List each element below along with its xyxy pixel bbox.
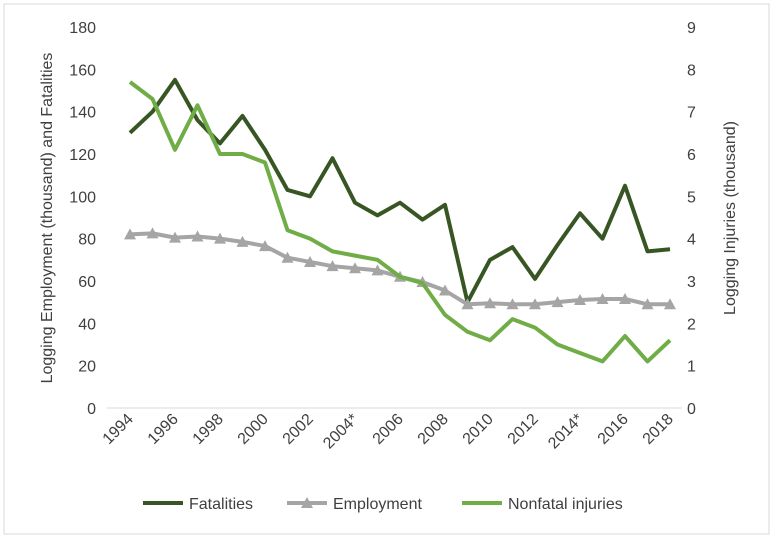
data-point — [596, 292, 609, 304]
y-tick-label: 20 — [78, 359, 96, 376]
data-point — [484, 297, 496, 309]
data-point — [439, 284, 451, 296]
data-point — [349, 262, 361, 274]
legend-marker — [301, 497, 313, 508]
y2-tick-label: 6 — [687, 147, 696, 164]
y2-tick-label: 0 — [687, 401, 696, 418]
data-point — [236, 235, 249, 247]
y2-tick-label: 9 — [687, 20, 696, 37]
y-tick-label: 180 — [69, 20, 96, 37]
data-point — [191, 230, 204, 242]
y2-tick-label: 5 — [687, 189, 696, 206]
y-tick-label: 60 — [78, 274, 96, 291]
data-point — [146, 227, 159, 239]
y2-tick-label: 3 — [687, 274, 696, 291]
y-tick-label: 120 — [69, 147, 96, 164]
legend-label: Employment — [333, 496, 422, 513]
y2-tick-label: 2 — [687, 316, 696, 333]
data-point — [281, 251, 294, 263]
data-point — [461, 298, 474, 310]
data-point — [551, 296, 564, 308]
legend-label: Fatalities — [189, 496, 253, 513]
y-axis-title: Logging Employment (thousand) and Fatali… — [39, 53, 56, 384]
y-tick-label: 160 — [69, 62, 96, 79]
y2-tick-label: 8 — [687, 62, 696, 79]
series-line-fatalities — [128, 77, 671, 305]
y-tick-label: 0 — [87, 401, 96, 418]
data-point — [371, 264, 384, 276]
data-point — [619, 292, 631, 304]
data-point — [641, 298, 654, 310]
data-point — [506, 298, 519, 310]
y2-tick-label: 4 — [687, 232, 696, 249]
y-tick-label: 40 — [78, 316, 96, 333]
y-tick-label: 100 — [69, 189, 96, 206]
data-point — [529, 298, 541, 310]
data-point — [214, 232, 226, 244]
y-tick-label: 80 — [78, 232, 96, 249]
data-point — [664, 298, 676, 310]
y2-axis-title: Logging Injuries (thousand) — [722, 121, 739, 315]
y2-tick-label: 1 — [687, 359, 696, 376]
legend-label: Nonfatal injuries — [508, 496, 623, 513]
data-point — [124, 228, 136, 240]
data-point — [574, 294, 586, 306]
data-point — [304, 255, 316, 267]
data-point — [169, 231, 181, 243]
y2-tick-label: 7 — [687, 105, 696, 122]
data-point — [326, 260, 339, 272]
y-tick-label: 140 — [69, 105, 96, 122]
series-line-nonfatal-injuries — [128, 80, 672, 364]
data-point — [259, 240, 271, 252]
